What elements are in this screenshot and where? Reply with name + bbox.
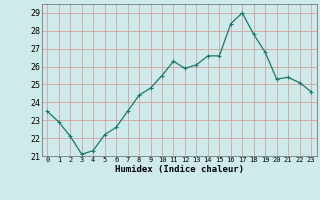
X-axis label: Humidex (Indice chaleur): Humidex (Indice chaleur)	[115, 165, 244, 174]
